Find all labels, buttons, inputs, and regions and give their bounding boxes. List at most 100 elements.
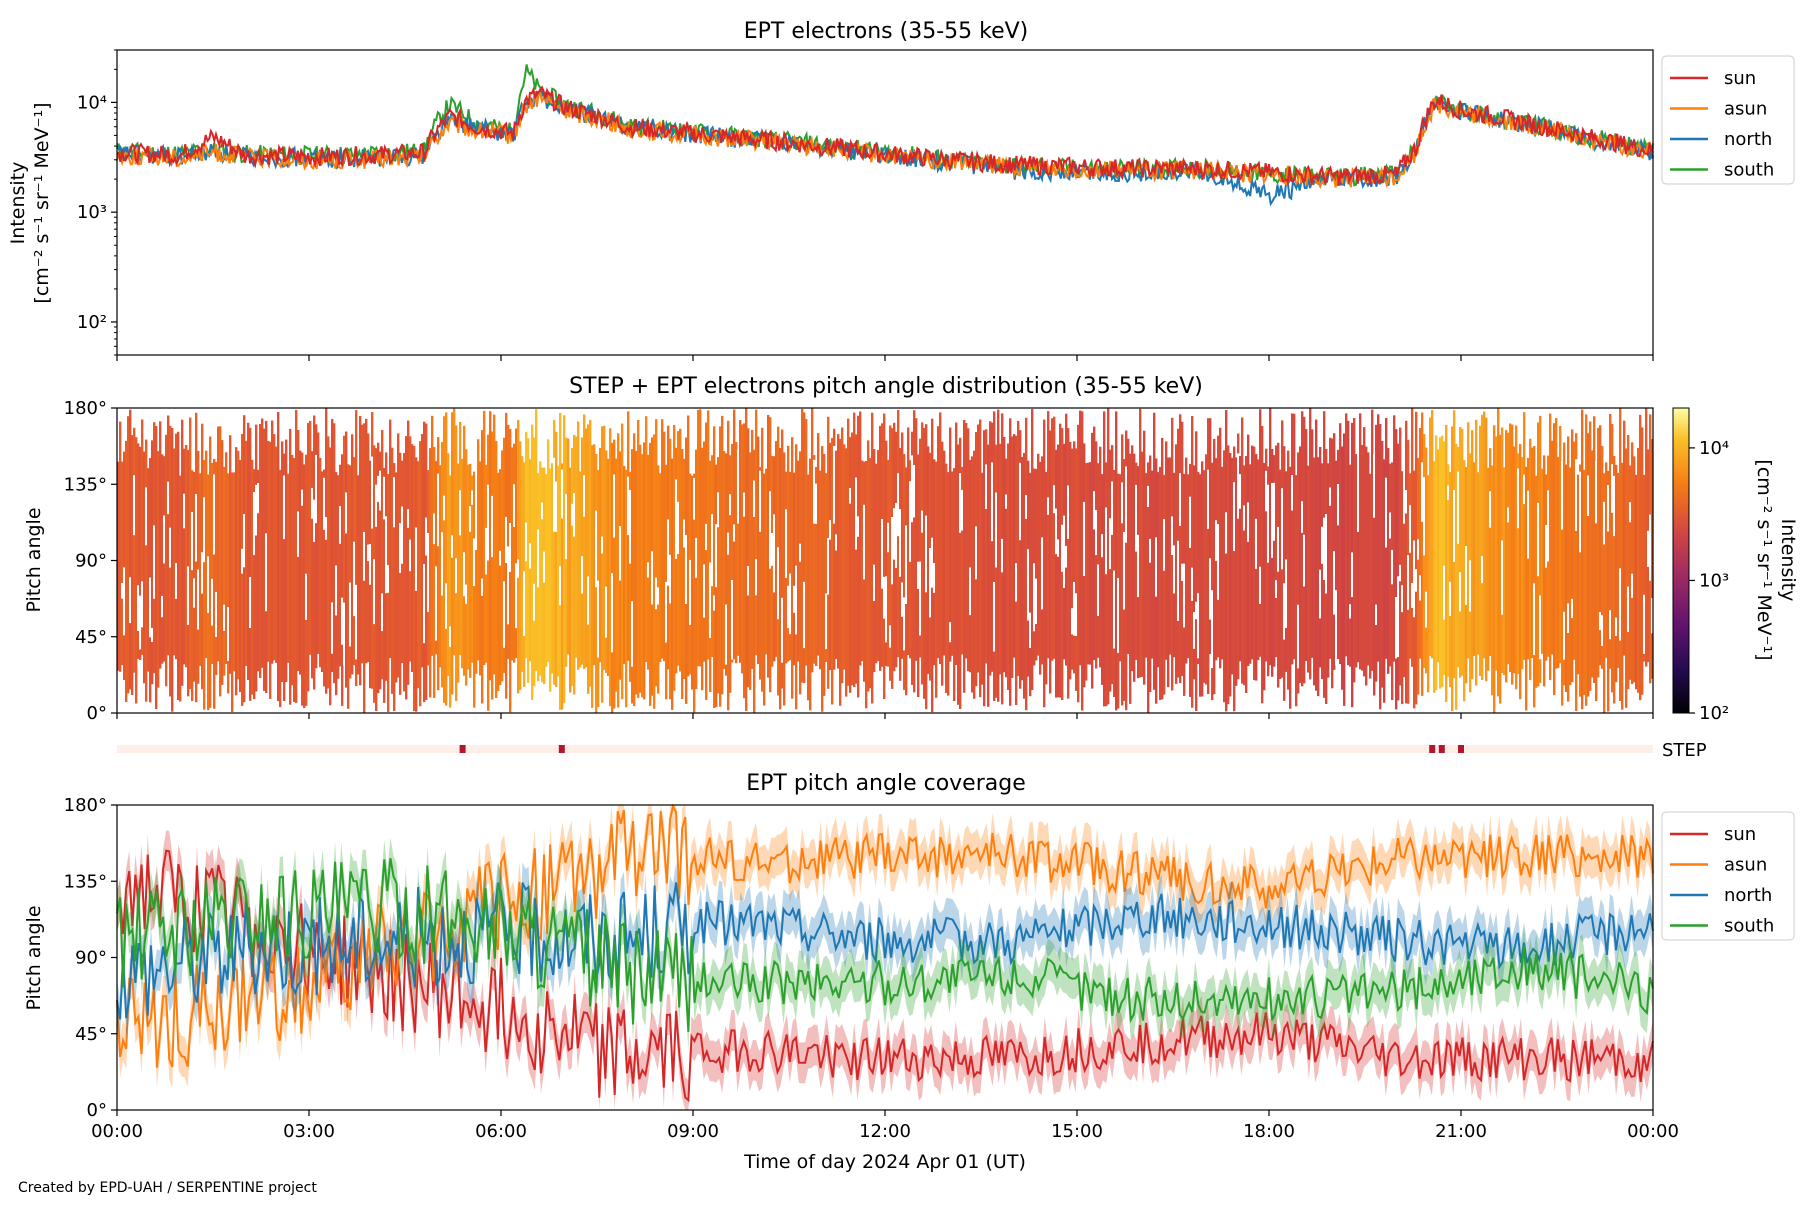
pad-heatmap-gap: [1507, 507, 1510, 523]
pad-heatmap-gap: [435, 566, 438, 641]
pad-heatmap-gap: [441, 532, 444, 596]
legend-label-asun: asun: [1724, 855, 1767, 876]
pad-heatmap-cell: [359, 415, 362, 686]
pad-heatmap-cell: [1617, 472, 1620, 668]
y-tick-label: 0°: [87, 703, 107, 724]
pad-heatmap-gap: [1291, 475, 1294, 511]
pad-heatmap-cell: [985, 429, 988, 664]
pad-heatmap-gap: [1337, 484, 1340, 526]
pad-heatmap-cell: [1213, 438, 1216, 695]
pad-heatmap-cell: [561, 463, 564, 710]
pad-heatmap-cell: [1565, 464, 1568, 692]
pad-heatmap-gap: [201, 552, 204, 594]
pad-heatmap-cell: [127, 416, 130, 694]
pad-heatmap-cell: [1205, 454, 1208, 685]
pad-heatmap-cell: [1521, 457, 1524, 670]
pad-heatmap-gap: [729, 494, 732, 516]
pad-heatmap-cell: [1529, 438, 1532, 681]
pad-heatmap-gap: [371, 456, 374, 529]
pad-heatmap-cell: [147, 468, 150, 672]
pad-heatmap-gap: [705, 523, 708, 551]
pad-heatmap-cell: [933, 459, 936, 666]
pad-heatmap-gap: [1389, 512, 1392, 539]
pad-heatmap-cell: [1263, 463, 1266, 691]
pad-heatmap-gap: [1255, 518, 1258, 569]
pad-heatmap-cell: [281, 441, 284, 682]
pad-heatmap-cell: [569, 467, 572, 693]
pad-heatmap-gap: [1239, 474, 1242, 509]
pad-heatmap-cell: [1397, 443, 1400, 701]
pad-heatmap-gap: [427, 533, 430, 612]
step-mark: [1458, 745, 1464, 753]
pad-heatmap-gap: [463, 552, 466, 597]
pad-heatmap-cell: [1131, 445, 1134, 672]
pad-heatmap-cell: [295, 409, 298, 703]
pad-heatmap-cell: [279, 469, 282, 708]
pad-heatmap-gap: [167, 481, 170, 515]
pad-heatmap-gap: [1217, 524, 1220, 600]
pad-heatmap-gap: [503, 581, 506, 648]
pad-heatmap-cell: [1273, 455, 1276, 667]
pad-heatmap-cell: [1135, 462, 1138, 660]
panel1-title: EPT electrons (35-55 keV): [744, 19, 1029, 44]
pad-heatmap-cell: [1517, 453, 1520, 674]
pad-heatmap-cell: [855, 434, 858, 684]
pad-heatmap-gap: [677, 501, 680, 554]
pad-heatmap-cell: [995, 444, 998, 698]
pad-heatmap-cell: [329, 447, 332, 706]
pad-heatmap-cell: [887, 459, 890, 667]
pad-heatmap-gap: [515, 563, 518, 629]
pad-heatmap-gap: [895, 503, 898, 568]
pad-heatmap-gap: [1111, 481, 1114, 535]
pad-heatmap-gap: [363, 531, 366, 581]
pad-heatmap-gap: [1155, 537, 1158, 597]
pad-heatmap-gap: [169, 527, 172, 568]
y-tick-label: 90°: [75, 948, 107, 969]
pad-heatmap-gap: [1019, 462, 1022, 541]
pad-heatmap-cell: [411, 444, 414, 672]
pad-heatmap-cell: [287, 473, 290, 663]
pad-heatmap-cell: [581, 437, 584, 665]
pad-heatmap-cell: [155, 426, 158, 710]
pad-heatmap-cell: [1427, 475, 1430, 693]
pad-heatmap-gap: [1603, 501, 1606, 545]
pad-heatmap-cell: [1339, 423, 1342, 665]
pad-heatmap-gap: [789, 573, 792, 635]
pad-heatmap-gap: [747, 566, 750, 596]
pad-heatmap-cell: [179, 475, 182, 702]
pad-heatmap-cell: [499, 469, 502, 685]
pad-heatmap-cell: [625, 469, 628, 708]
pad-heatmap-cell: [211, 462, 214, 664]
pad-heatmap-cell: [1249, 464, 1252, 664]
pad-heatmap-cell: [1651, 439, 1654, 679]
pad-heatmap-gap: [737, 449, 740, 524]
pad-heatmap-cell: [313, 415, 316, 690]
pad-heatmap-gap: [917, 561, 920, 589]
pad-heatmap-gap: [565, 494, 568, 560]
pad-heatmap-cell: [907, 427, 910, 656]
pad-heatmap-cell: [721, 415, 724, 695]
pad-heatmap-cell: [1101, 474, 1104, 685]
pad-heatmap-cell: [1197, 471, 1200, 664]
pad-heatmap-cell: [1471, 430, 1474, 680]
pad-heatmap-cell: [801, 408, 804, 683]
colorbar: [1672, 407, 1690, 714]
pad-heatmap-gap: [1399, 564, 1402, 582]
pad-heatmap-cell: [1409, 473, 1412, 659]
pad-heatmap-cell: [981, 472, 984, 685]
pad-heatmap-gap: [341, 597, 344, 645]
pad-heatmap-gap: [213, 474, 216, 555]
pad-heatmap-cell: [261, 418, 264, 668]
pad-heatmap-cell: [825, 473, 828, 662]
pad-heatmap-gap: [451, 535, 454, 558]
pad-heatmap-cell: [997, 409, 1000, 702]
pad-heatmap-cell: [731, 444, 734, 663]
colorbar-label-line2: [cm⁻² s⁻¹ sr⁻¹ MeV⁻¹]: [1753, 459, 1775, 660]
pad-heatmap-gap: [885, 576, 888, 643]
pad-heatmap-cell: [763, 473, 766, 706]
pad-heatmap-cell: [983, 430, 986, 707]
pad-heatmap-gap: [1259, 566, 1262, 604]
pad-heatmap-gap: [445, 583, 448, 629]
pad-heatmap-cell: [775, 441, 778, 657]
pad-heatmap-cell: [761, 427, 764, 692]
